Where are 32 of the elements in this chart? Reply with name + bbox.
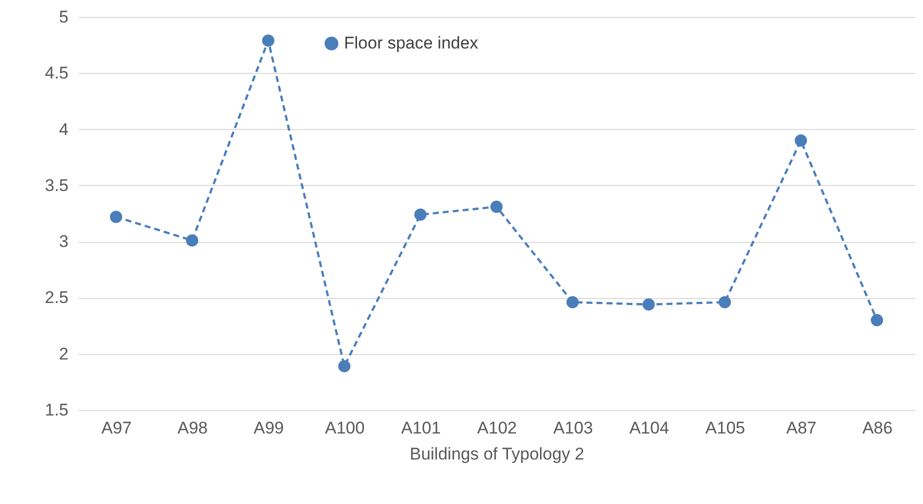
point: [642, 298, 655, 311]
y-tick-label: 4: [59, 120, 68, 139]
legend-label: Floor space index: [344, 34, 479, 52]
point: [414, 208, 427, 221]
y-tick-label: 1.5: [44, 400, 68, 420]
point: [490, 200, 503, 213]
x-tick-label: A104: [629, 418, 670, 438]
x-axis-title: Buildings of Typology 2: [410, 444, 584, 464]
point: [566, 296, 579, 308]
x-tick-label: A87: [786, 418, 816, 438]
x-tick-label: A98: [178, 418, 208, 438]
point: [718, 296, 731, 308]
point: [870, 314, 884, 326]
y-tick-label: 4.5: [44, 64, 68, 83]
point: [794, 134, 807, 147]
point: [186, 234, 198, 247]
x-tick-label: A101: [401, 418, 441, 438]
point: [338, 360, 350, 372]
x-tick-label: A100: [324, 418, 365, 438]
x-tick-label: A102: [477, 418, 517, 438]
y-tick-label: 2.5: [44, 288, 68, 308]
y-tick-label: 5: [59, 8, 68, 26]
point: [110, 210, 122, 223]
point: [262, 34, 274, 47]
y-tick-label: 2: [59, 344, 68, 364]
y-tick-label: 3: [59, 232, 68, 252]
x-tick-label: A86: [862, 418, 893, 438]
x-tick-label: A105: [705, 418, 746, 438]
y-tick-label: 3.5: [44, 176, 68, 195]
x-tick-label: A99: [254, 418, 284, 438]
x-tick-label: A97: [101, 418, 132, 438]
x-tick-label: A103: [553, 418, 593, 438]
